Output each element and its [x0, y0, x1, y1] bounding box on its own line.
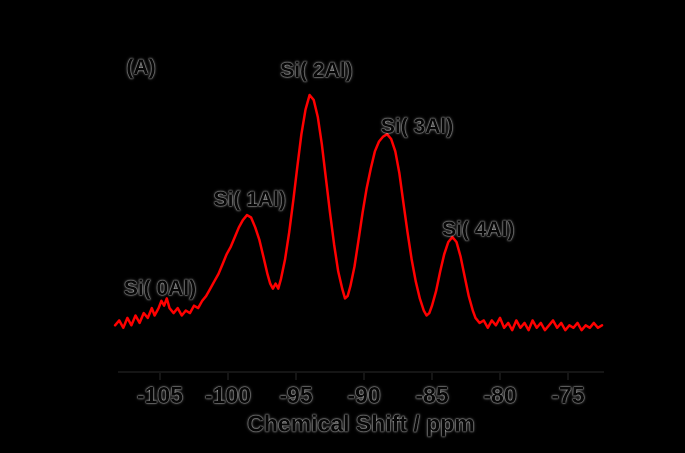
x-axis: [118, 371, 604, 380]
x-tick-label: -75: [551, 382, 585, 408]
panel-label: (A): [126, 56, 156, 79]
peak-label: Si( 1Al): [213, 188, 286, 212]
peak-label: Si( 2Al): [280, 58, 353, 82]
x-tick-label: -80: [483, 382, 517, 408]
x-tick-label: -95: [279, 382, 313, 408]
spectrum-line: [113, 93, 604, 332]
peak-label: Si( 4Al): [442, 217, 515, 241]
x-tick-label: -90: [347, 382, 381, 408]
x-tick-label: -100: [204, 382, 252, 408]
peak-label: Si( 3Al): [380, 114, 454, 138]
x-tick-label: -85: [415, 382, 449, 408]
x-axis-title: Chemical Shift / ppm: [247, 410, 475, 437]
x-tick-label: -105: [136, 382, 184, 408]
peak-label: Si( 0Al): [123, 276, 197, 300]
